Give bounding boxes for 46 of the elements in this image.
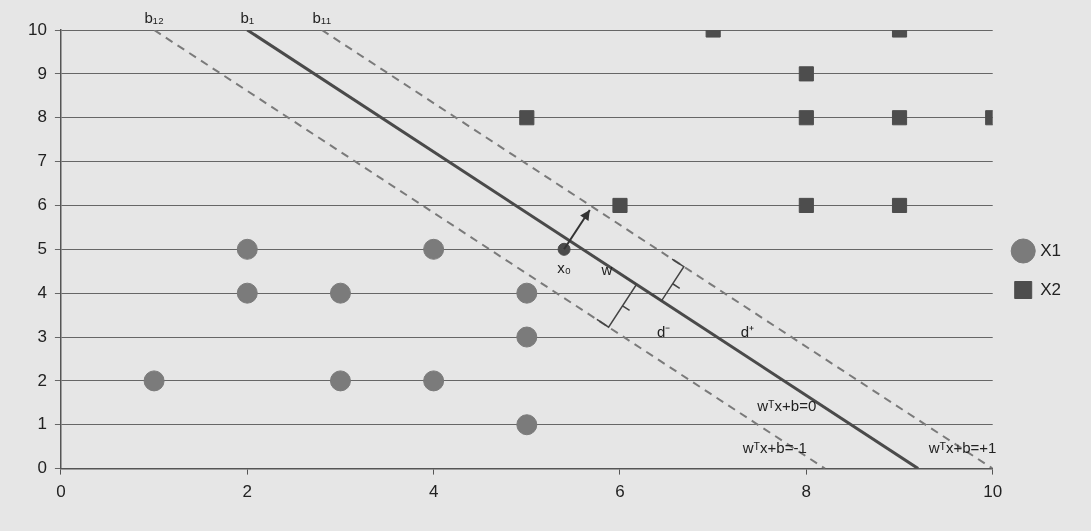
annotation: x₀ [557, 259, 571, 277]
y-tick-label: 7 [37, 151, 47, 171]
point [236, 238, 258, 260]
y-tick-label: 9 [37, 63, 47, 83]
point [519, 110, 535, 126]
y-tick-label: 8 [37, 107, 47, 127]
annotation: wᵀx+b=0 [756, 397, 817, 415]
series-label: b₁₁ [312, 8, 332, 26]
y-tick-label: 3 [37, 326, 47, 346]
x-tick-label: 4 [428, 482, 439, 502]
annotation: w [600, 261, 613, 279]
y-tick-label: 1 [37, 414, 47, 434]
point [143, 370, 165, 392]
x-tick-label: 6 [615, 482, 625, 502]
y-tick-label: 0 [37, 458, 47, 478]
point [329, 282, 351, 304]
point [798, 66, 814, 82]
y-tick-label: 4 [37, 282, 47, 302]
y-tick-label: 2 [37, 370, 47, 390]
point [516, 282, 538, 304]
point [423, 238, 445, 260]
y-tick-label: 5 [37, 238, 47, 258]
point [891, 110, 908, 126]
point [423, 370, 445, 392]
x-tick-label: 10 [983, 482, 1003, 502]
point [891, 197, 908, 214]
annotation: d⁺ [740, 322, 755, 340]
x-tick-label: 0 [56, 482, 66, 502]
x-tick-label: 2 [242, 482, 252, 502]
legend-label: X1 [1040, 240, 1061, 260]
point [516, 326, 538, 348]
point [329, 370, 351, 392]
x-tick-label: 8 [801, 482, 812, 502]
point [236, 282, 258, 304]
annotation: wᵀx+b=+1 [927, 439, 997, 456]
point [798, 110, 814, 126]
series-label: b₁₂ [144, 8, 164, 26]
annotation: wᵀx+b=-1 [741, 439, 807, 456]
legend-label: X2 [1040, 279, 1061, 299]
point [798, 197, 814, 214]
series-label: b₁ [240, 8, 254, 26]
point [612, 197, 628, 214]
y-tick-label: 10 [27, 19, 47, 39]
point [516, 414, 538, 436]
y-tick-label: 6 [37, 195, 47, 215]
annotation: d⁻ [656, 322, 671, 340]
